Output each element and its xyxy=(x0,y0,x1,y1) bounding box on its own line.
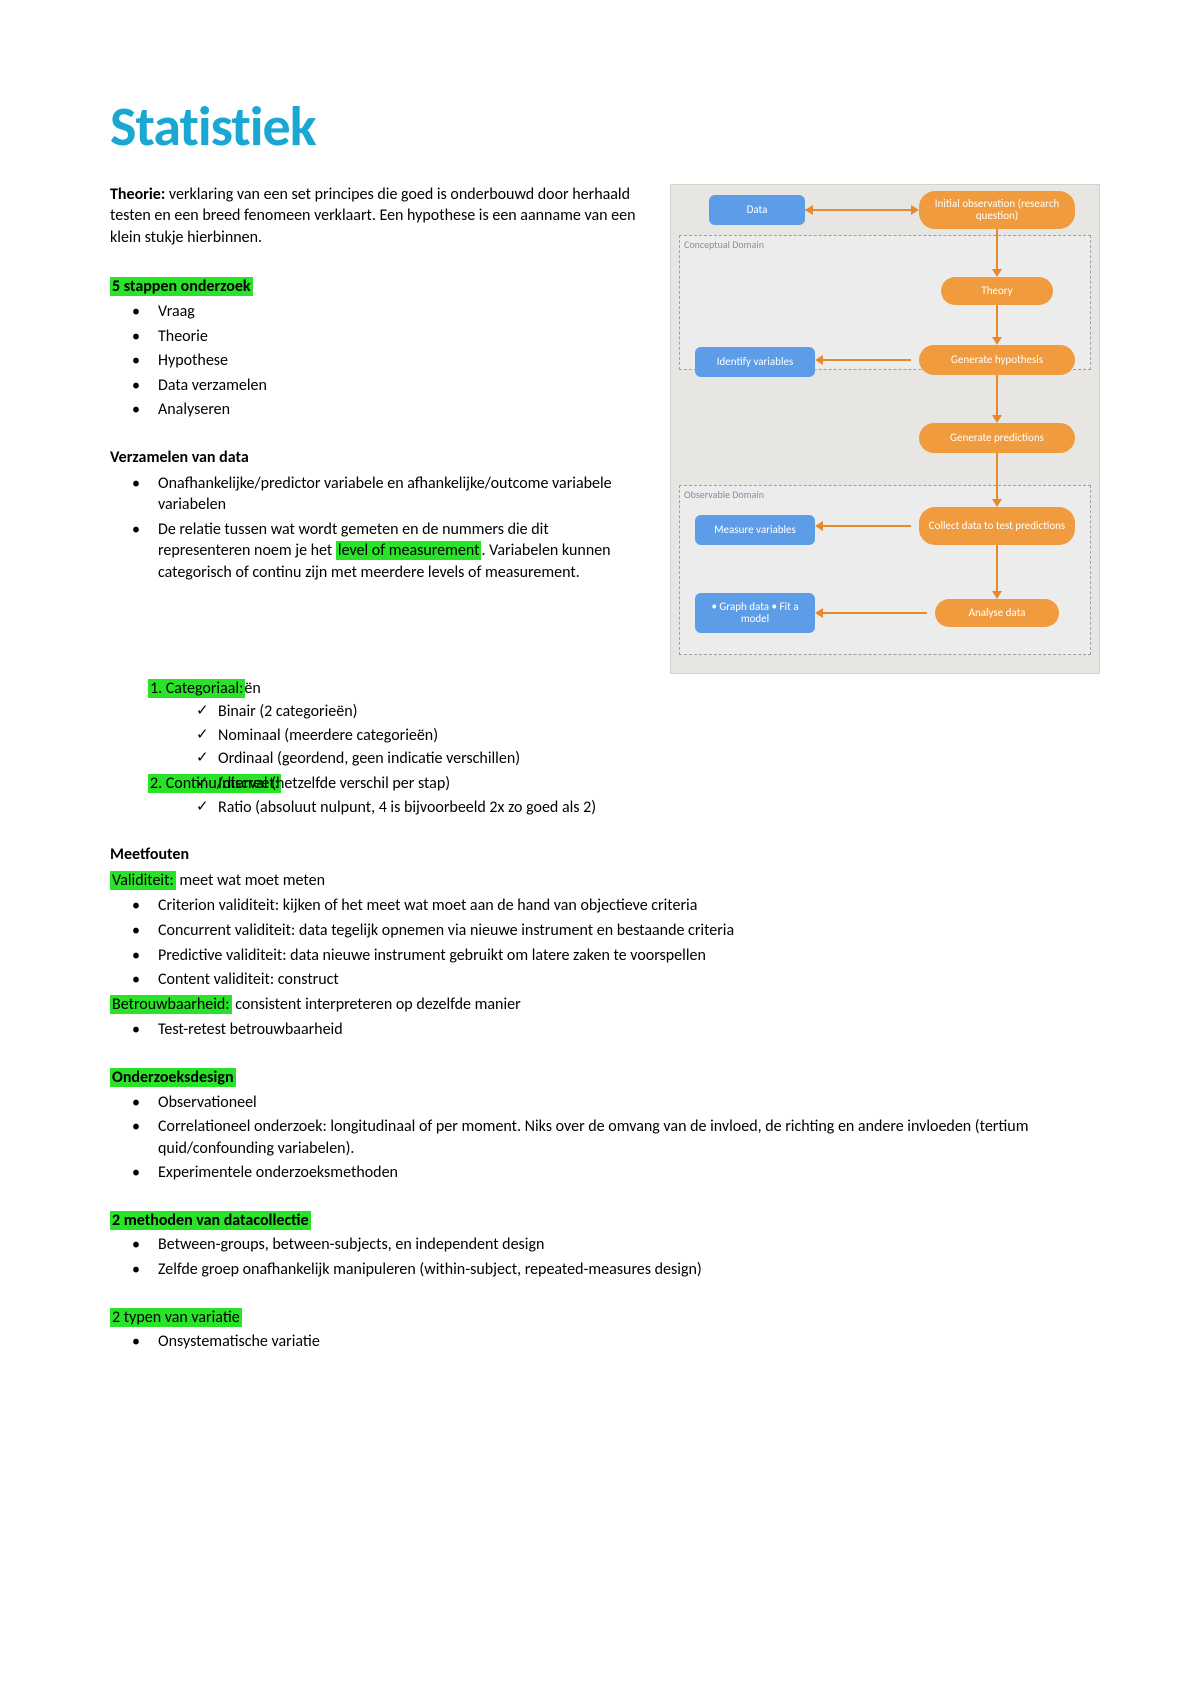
list-item: De relatie tussen wat wordt gemeten en d… xyxy=(158,519,642,584)
list-item: Criterion validiteit: kijken of het meet… xyxy=(158,895,1100,917)
reliability-text: consistent interpreteren op dezelfde man… xyxy=(232,995,521,1014)
list-item: Theorie xyxy=(158,326,642,348)
flow-node: Initial observation (research question) xyxy=(919,191,1075,229)
flow-arrow xyxy=(996,545,998,591)
steps-list: Vraag Theorie Hypothese Data verzamelen … xyxy=(110,301,642,421)
flow-node: Generate hypothesis xyxy=(919,345,1075,375)
variatie-list: Onsystematische variatie xyxy=(110,1331,1100,1353)
flow-arrow xyxy=(823,359,911,361)
list-item: Binair (2 categorieën) xyxy=(218,701,1100,723)
steps-heading: 5 stappen onderzoek xyxy=(110,277,253,296)
section-variatie: 2 typen van variatie Onsystematische var… xyxy=(110,1307,1100,1353)
list-item: Test-retest betrouwbaarheid xyxy=(158,1019,1100,1041)
section-steps: 5 stappen onderzoek Vraag Theorie Hypoth… xyxy=(110,276,642,421)
measurement-levels: 1. Categoriaal: categorieën Binair (2 ca… xyxy=(110,678,1100,819)
flow-arrow xyxy=(996,229,998,269)
validity-hl: Validiteit: xyxy=(110,871,176,890)
intro-paragraph: Theorie: verklaring van een set principe… xyxy=(110,184,642,249)
design-heading: Onderzoeksdesign xyxy=(110,1068,236,1087)
reliability-list: Test-retest betrouwbaarheid xyxy=(110,1019,1100,1041)
reliability-line: Betrouwbaarheid: consistent interpretere… xyxy=(110,994,1100,1016)
list-item: Concurrent validiteit: data tegelijk opn… xyxy=(158,920,1100,942)
list-item: Observationeel xyxy=(158,1092,1100,1114)
list-item: Predictive validiteit: data nieuwe instr… xyxy=(158,945,1100,967)
list-item: Analyseren xyxy=(158,399,642,421)
list-item: Ratio (absoluut nulpunt, 4 is bijvoorbee… xyxy=(218,797,1100,819)
flow-arrow xyxy=(823,612,927,614)
flow-node: Theory xyxy=(941,277,1053,305)
validity-line: Validiteit: meet wat moet meten xyxy=(110,870,1100,892)
variatie-heading: 2 typen van variatie xyxy=(110,1308,242,1327)
two-column-top: Theorie: verklaring van een set principe… xyxy=(110,184,1100,674)
meetfouten-heading: Meetfouten xyxy=(110,844,1100,866)
section-meetfouten: Meetfouten Validiteit: meet wat moet met… xyxy=(110,844,1100,1041)
list-item: Interval (hetzelfde verschil per stap) xyxy=(218,773,1100,795)
flow-node: Identify variables xyxy=(695,347,815,377)
design-list: Observationeel Correlationeel onderzoek:… xyxy=(110,1092,1100,1184)
list-item: 1. Categoriaal: categorieën Binair (2 ca… xyxy=(184,678,1100,770)
collect-heading: Verzamelen van data xyxy=(110,447,642,469)
flow-node: Analyse data xyxy=(935,599,1059,627)
list-item: Zelfde groep onafhankelijk manipuleren (… xyxy=(158,1259,1100,1281)
flow-node: Generate predictions xyxy=(919,423,1075,453)
list-item: 2. Continu/discreet: Interval (hetzelfde… xyxy=(184,773,1100,818)
list-item: Between-groups, between-subjects, en ind… xyxy=(158,1234,1100,1256)
reliability-hl: Betrouwbaarheid: xyxy=(110,995,232,1014)
section-design: Onderzoeksdesign Observationeel Correlat… xyxy=(110,1067,1100,1184)
methoden-heading: 2 methoden van datacollectie xyxy=(110,1211,311,1230)
intro-lead: Theorie: xyxy=(110,185,165,204)
list-item: Experimentele onderzoeksmethoden xyxy=(158,1162,1100,1184)
intro-text: verklaring van een set principes die goe… xyxy=(110,185,635,247)
cat-heading: 1. Categoriaal: xyxy=(148,679,245,698)
list-item: Correlationeel onderzoek: longitudinaal … xyxy=(158,1116,1100,1159)
section-methoden: 2 methoden van datacollectie Between-gro… xyxy=(110,1210,1100,1281)
flow-arrow xyxy=(996,453,998,499)
list-item: Data verzamelen xyxy=(158,375,642,397)
list-item: Onafhankelijke/predictor variabele en af… xyxy=(158,473,642,516)
list-item: Nominaal (meerdere categorieën) xyxy=(218,725,1100,747)
continuous-checks: Interval (hetzelfde verschil per stap) R… xyxy=(184,773,1100,818)
left-column: Theorie: verklaring van een set principe… xyxy=(110,184,642,588)
collect-list: Onafhankelijke/predictor variabele en af… xyxy=(110,473,642,584)
list-item: Ordinaal (geordend, geen indicatie versc… xyxy=(218,748,1100,770)
flow-arrow xyxy=(805,209,911,211)
methoden-list: Between-groups, between-subjects, en ind… xyxy=(110,1234,1100,1280)
validity-text: meet wat moet meten xyxy=(176,871,325,890)
list-item: Content validiteit: construct xyxy=(158,969,1100,991)
list-item: Onsystematische variatie xyxy=(158,1331,1100,1353)
flow-node: • Graph data • Fit a model xyxy=(695,593,815,633)
categorical-checks: Binair (2 categorieën) Nominaal (meerder… xyxy=(184,701,1100,770)
flow-node: Data xyxy=(709,195,805,225)
section-collect: Verzamelen van data Onafhankelijke/predi… xyxy=(110,447,642,584)
flow-node: Collect data to test predictions xyxy=(919,507,1075,545)
flow-arrow xyxy=(823,525,911,527)
research-flow-diagram: Conceptual DomainObservable DomainDataIn… xyxy=(670,184,1100,674)
highlight-level: level of measurement xyxy=(336,541,482,560)
list-item: Hypothese xyxy=(158,350,642,372)
validity-list: Criterion validiteit: kijken of het meet… xyxy=(110,895,1100,990)
page-title: Statistiek xyxy=(110,90,1100,166)
flow-arrow xyxy=(996,375,998,415)
list-item: Vraag xyxy=(158,301,642,323)
flow-arrow xyxy=(996,305,998,337)
flow-node: Measure variables xyxy=(695,515,815,545)
